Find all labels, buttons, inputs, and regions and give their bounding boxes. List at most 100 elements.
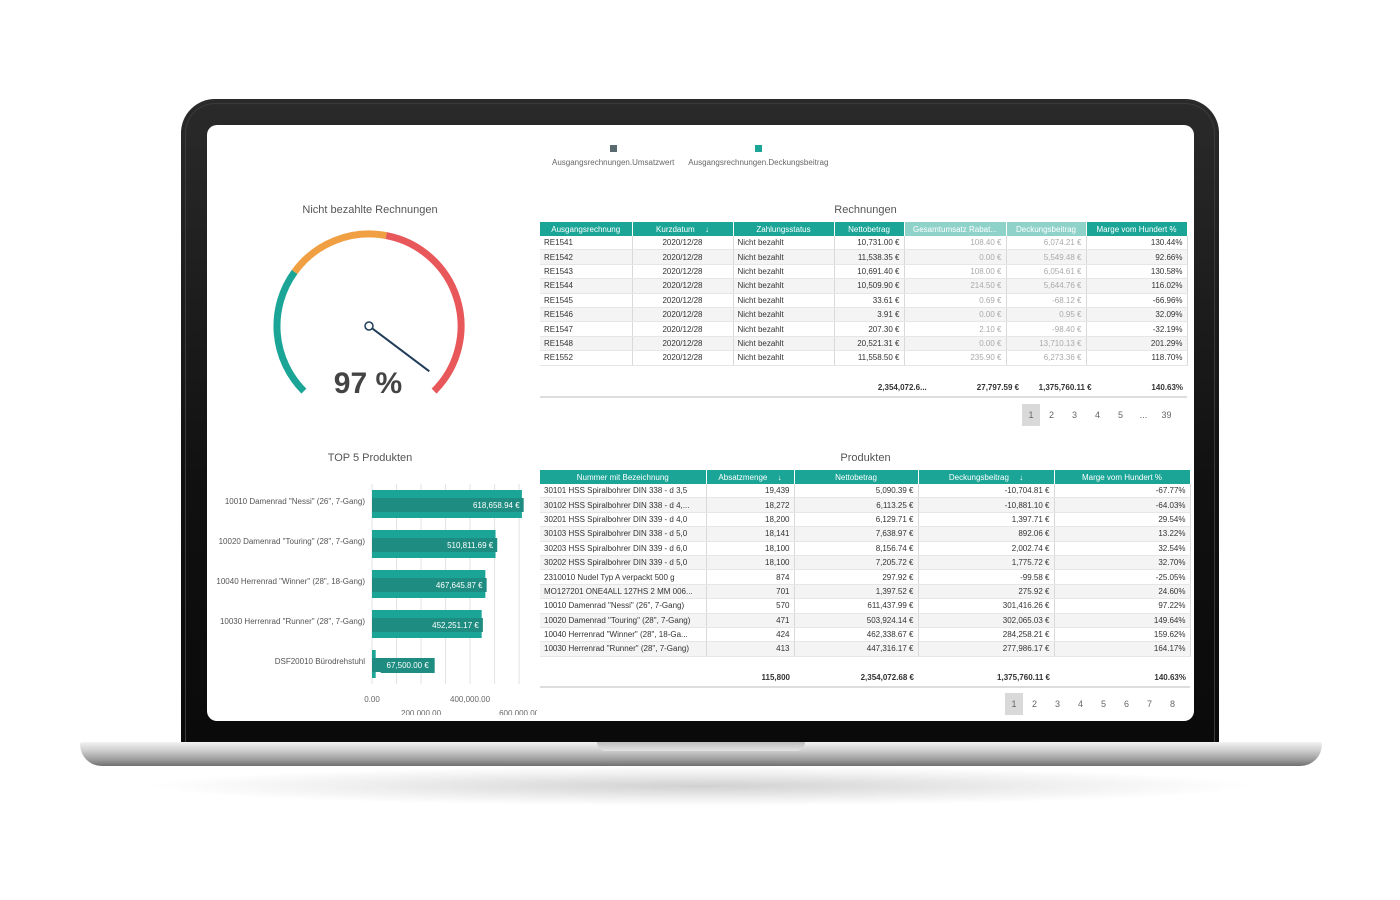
page-button[interactable]: 6 [1123, 699, 1129, 709]
column-header[interactable]: Kurzdatum ↓ [632, 222, 734, 236]
table-cell: 0.95 € [1006, 307, 1087, 323]
table-cell: 611,437.99 € [794, 598, 919, 614]
table-cell: 1,397.71 € [918, 512, 1055, 528]
table-row[interactable]: RE1548 2020/12/28 Nicht bezahlt 20,521.31 €… [540, 336, 1188, 352]
table-cell: 301,416.26 € [918, 598, 1055, 614]
table-row[interactable]: 10020 Damenrad "Touring" (28", 7-Gang) 47… [540, 613, 1191, 628]
table-cell: 235.90 € [904, 350, 1007, 366]
rechnungen-title: Rechnungen [834, 204, 897, 216]
produkten-title: Produkten [840, 452, 891, 464]
table-cell: 18,100 [706, 555, 795, 571]
table-cell: 503,924.14 € [794, 613, 919, 628]
page-button[interactable]: 5 [1117, 410, 1123, 420]
page-button[interactable]: 1 [1005, 693, 1023, 715]
table-cell: 0.69 € [904, 293, 1007, 308]
page-button[interactable]: 3 [1054, 699, 1060, 709]
top5-bar-chart[interactable]: 10010 Damenrad "Nessi" (26", 7-Gang) 618,… [207, 470, 537, 715]
table-cell: 32.70% [1054, 555, 1191, 571]
x-tick-label: 600,000.00 [499, 709, 537, 715]
table-cell: RE1548 [540, 336, 633, 352]
table-cell: 701 [706, 584, 795, 600]
table-cell: 2020/12/28 [632, 278, 734, 294]
bar-deckungsbeitrag[interactable] [372, 498, 524, 512]
totals-deckungsbeitrag: 1,375,760.11 € [997, 673, 1050, 682]
table-row[interactable]: 10040 Herrenrad "Winner" (28", 18-Ga... 4… [540, 627, 1191, 643]
table-cell: 214.50 € [904, 278, 1007, 294]
gauge-value: 97 % [333, 367, 403, 400]
column-header[interactable]: Deckungsbeitrag [1006, 222, 1087, 236]
table-row[interactable]: 30103 HSS Spiralbohrer DIN 338 - d 5,0 18… [540, 526, 1191, 542]
column-header[interactable]: Nummer mit Bezeichnung [540, 470, 707, 484]
page-button[interactable]: 3 [1071, 410, 1077, 420]
column-header[interactable]: Marge vom Hundert % [1054, 470, 1191, 484]
table-row[interactable]: RE1543 2020/12/28 Nicht bezahlt 10,691.40 €… [540, 264, 1188, 280]
table-cell: 130.44% [1086, 236, 1188, 251]
table-cell: 18,272 [706, 497, 795, 513]
table-row[interactable]: 30201 HSS Spiralbohrer DIN 339 - d 4,0 18… [540, 512, 1191, 528]
table-cell: -25.05% [1054, 569, 1191, 585]
totals-gesamtumsatz: 27,797.59 € [976, 383, 1020, 392]
gauge-chart[interactable] [267, 225, 472, 415]
table-cell: 424 [706, 627, 795, 643]
table-cell: 19,439 [706, 484, 795, 499]
table-row[interactable]: RE1545 2020/12/28 Nicht bezahlt 33.61 €0.69… [540, 293, 1188, 308]
page-button[interactable]: ... [1139, 410, 1148, 420]
column-header[interactable]: Nettobetrag [794, 470, 919, 484]
table-cell: RE1547 [540, 321, 633, 337]
table-cell: RE1545 [540, 293, 633, 308]
table-row[interactable]: RE1546 2020/12/28 Nicht bezahlt 3.91 €0.00 … [540, 307, 1188, 323]
table-row[interactable]: RE1544 2020/12/28 Nicht bezahlt 10,509.90 €… [540, 278, 1188, 294]
table-row[interactable]: 30102 HSS Spiralbohrer DIN 338 - d 4,...… [540, 497, 1191, 513]
page-button[interactable]: 2 [1048, 410, 1054, 420]
totals-nettobetrag: 2,354,072.68 € [860, 673, 914, 682]
column-header[interactable]: Deckungsbeitrag ↓ [918, 470, 1055, 484]
table-cell: RE1544 [540, 278, 633, 294]
legend-item-deckungsbeitrag[interactable]: Ausgangsrechnungen.Deckungsbeitrag [688, 145, 828, 167]
table-cell: 149.64% [1054, 613, 1191, 628]
bar-deckungsbeitrag[interactable] [372, 578, 487, 592]
table-cell: 164.17% [1054, 641, 1191, 657]
column-header[interactable]: Ausgangsrechnung [540, 222, 633, 236]
page-button[interactable]: 39 [1161, 410, 1172, 420]
bar-deckungsbeitrag[interactable] [372, 618, 483, 632]
page-button[interactable]: 1 [1022, 404, 1040, 426]
column-header[interactable]: Marge vom Hundert % [1086, 222, 1188, 236]
table-row[interactable]: RE1541 2020/12/28 Nicht bezahlt 10,731.00 €… [540, 236, 1188, 251]
produkten-table: Nummer mit Bezeichnung Absatzmenge ↓ Netto… [540, 470, 1191, 657]
page-button[interactable]: 2 [1031, 699, 1037, 709]
table-row[interactable]: 10010 Damenrad "Nessi" (26", 7-Gang) 570 6… [540, 598, 1191, 614]
table-cell: 97.22% [1054, 598, 1191, 614]
table-cell: 6,129.71 € [794, 512, 919, 528]
legend-item-umsatzwert[interactable]: Ausgangsrechnungen.Umsatzwert [552, 145, 674, 167]
table-cell: 277,986.17 € [918, 641, 1055, 657]
column-header[interactable]: Gesamtumsatz Rabat... [904, 222, 1007, 236]
category-label: 10020 Damenrad "Touring" (28", 7-Gang) [219, 537, 366, 546]
table-row[interactable]: 30101 HSS Spiralbohrer DIN 338 - d 3,5 19… [540, 484, 1191, 499]
table-cell: 275.92 € [918, 584, 1055, 600]
table-row[interactable]: 10030 Herrenrad "Runner" (28", 7-Gang) 41… [540, 641, 1191, 657]
table-cell: 570 [706, 598, 795, 614]
table-cell: 297.92 € [794, 569, 919, 585]
column-header[interactable]: Absatzmenge ↓ [706, 470, 795, 484]
table-row[interactable]: RE1547 2020/12/28 Nicht bezahlt 207.30 €2.1… [540, 321, 1188, 337]
table-row[interactable]: RE1552 2020/12/28 Nicht bezahlt 11,558.50 €… [540, 350, 1188, 366]
page-button[interactable]: 5 [1100, 699, 1106, 709]
table-row[interactable]: 2310010 Nudel Typ A verpackt 500 g 874 297… [540, 569, 1191, 585]
table-cell: 284,258.21 € [918, 627, 1055, 643]
table-cell: 13.22% [1054, 526, 1191, 542]
table-row[interactable]: RE1542 2020/12/28 Nicht bezahlt 11,538.35 €… [540, 249, 1188, 265]
page-button[interactable]: 7 [1146, 699, 1152, 709]
page-button[interactable]: 4 [1094, 410, 1100, 420]
table-cell: Nicht bezahlt [733, 321, 835, 337]
table-row[interactable]: MO127201 ONE4ALL 127HS 2 MM 006... 701 1,3… [540, 584, 1191, 600]
table-row[interactable]: 30202 HSS Spiralbohrer DIN 339 - d 5,0 18… [540, 555, 1191, 571]
page-button[interactable]: 8 [1169, 699, 1175, 709]
table-row[interactable]: 30203 HSS Spiralbohrer DIN 339 - d 6,0 18… [540, 541, 1191, 556]
column-header[interactable]: Zahlungsstatus [733, 222, 835, 236]
page-button[interactable]: 4 [1077, 699, 1083, 709]
column-header[interactable]: Nettobetrag [834, 222, 905, 236]
bar-deckungsbeitrag[interactable] [372, 538, 498, 552]
table-cell: Nicht bezahlt [733, 336, 835, 352]
table-cell: MO127201 ONE4ALL 127HS 2 MM 006... [540, 584, 707, 600]
